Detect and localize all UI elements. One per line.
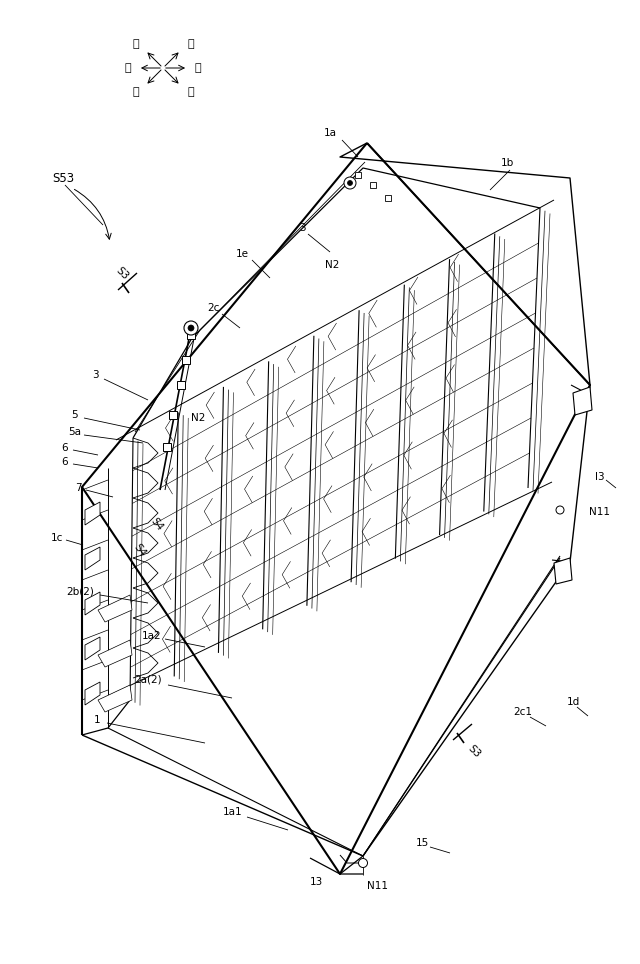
Text: 3: 3 — [299, 223, 305, 233]
Text: N11: N11 — [367, 881, 388, 891]
Bar — [385, 195, 391, 201]
Text: 2a(2): 2a(2) — [134, 675, 162, 685]
Bar — [355, 172, 361, 178]
Text: 15: 15 — [415, 838, 429, 848]
Text: 2c: 2c — [207, 303, 219, 313]
Polygon shape — [85, 592, 100, 615]
Polygon shape — [98, 595, 132, 622]
Text: N2: N2 — [191, 413, 205, 423]
Polygon shape — [85, 637, 100, 660]
Text: 6: 6 — [61, 457, 68, 467]
Text: 2c1: 2c1 — [513, 707, 532, 717]
Polygon shape — [98, 640, 132, 667]
Text: 13: 13 — [309, 877, 323, 887]
Text: 1: 1 — [93, 715, 100, 725]
Text: S3: S3 — [466, 744, 482, 761]
Text: l3: l3 — [595, 472, 605, 482]
Text: 左: 左 — [125, 63, 131, 73]
Text: N2: N2 — [325, 260, 339, 270]
Polygon shape — [554, 558, 572, 584]
Text: 1b: 1b — [500, 158, 514, 168]
Circle shape — [556, 506, 564, 514]
Text: 1a2: 1a2 — [142, 631, 162, 641]
Text: 6: 6 — [61, 443, 68, 453]
Text: 1d: 1d — [566, 697, 580, 707]
Text: S3: S3 — [114, 266, 130, 282]
Polygon shape — [98, 685, 132, 712]
Bar — [169, 411, 177, 419]
Text: 5: 5 — [72, 410, 78, 420]
Text: S53: S53 — [52, 172, 74, 184]
Polygon shape — [85, 547, 100, 570]
Circle shape — [348, 180, 353, 185]
Text: 1a: 1a — [323, 128, 337, 138]
Circle shape — [188, 325, 194, 331]
Bar — [370, 182, 376, 188]
Text: S4: S4 — [149, 516, 165, 532]
Text: 1e: 1e — [236, 249, 248, 259]
Text: 3: 3 — [92, 370, 99, 380]
Circle shape — [358, 859, 367, 868]
Text: 7: 7 — [75, 483, 81, 493]
Circle shape — [344, 177, 356, 189]
Bar — [163, 443, 171, 451]
Text: 右: 右 — [195, 63, 202, 73]
Text: 上: 上 — [132, 40, 139, 49]
Text: 下: 下 — [188, 87, 194, 96]
Text: 1c: 1c — [51, 533, 63, 543]
Circle shape — [184, 321, 198, 335]
Bar — [182, 356, 190, 364]
Text: N11: N11 — [589, 507, 611, 517]
Bar — [187, 331, 195, 339]
Text: 5a: 5a — [68, 427, 81, 437]
Text: S4: S4 — [132, 542, 148, 558]
Text: 2b(2): 2b(2) — [66, 587, 94, 597]
Polygon shape — [85, 502, 100, 525]
Text: 1a1: 1a1 — [223, 807, 243, 817]
Polygon shape — [573, 387, 592, 415]
Polygon shape — [85, 682, 100, 705]
Bar — [177, 381, 185, 389]
Text: 後: 後 — [132, 87, 139, 96]
Text: 前: 前 — [188, 40, 194, 49]
